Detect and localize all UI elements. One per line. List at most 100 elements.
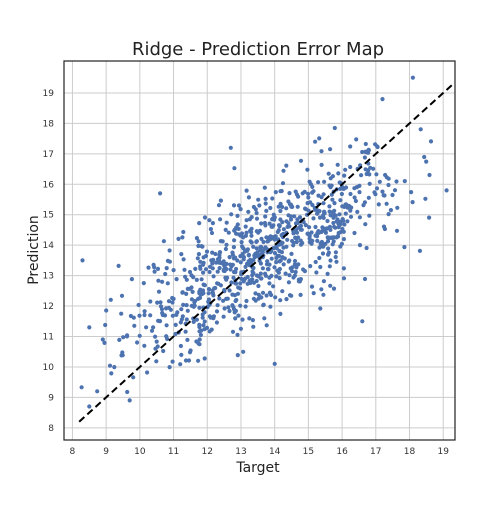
data-point (181, 314, 185, 318)
data-point (187, 358, 191, 362)
data-point (245, 262, 249, 266)
data-point (321, 251, 325, 255)
data-point (209, 227, 213, 231)
data-point (267, 281, 271, 285)
data-point (383, 173, 387, 177)
y-tick-label: 10 (43, 363, 55, 373)
data-point (161, 349, 165, 353)
data-point (259, 221, 263, 225)
data-point (382, 193, 386, 197)
data-point (158, 191, 162, 195)
data-point (198, 267, 202, 271)
data-point (290, 239, 294, 243)
data-point (272, 213, 276, 217)
data-point (305, 168, 309, 172)
data-point (102, 341, 106, 345)
data-point (276, 230, 280, 234)
data-point (368, 166, 372, 170)
y-tick-label: 12 (43, 302, 54, 312)
data-point (155, 301, 159, 305)
data-point (138, 334, 142, 338)
data-point (387, 177, 391, 181)
data-point (261, 240, 265, 244)
data-point (230, 251, 234, 255)
data-point (345, 219, 349, 223)
data-point (316, 180, 320, 184)
data-point (265, 259, 269, 263)
data-point (155, 340, 159, 344)
data-point (232, 245, 236, 249)
data-point (144, 325, 148, 329)
data-point (242, 255, 246, 259)
data-point (181, 303, 185, 307)
data-point (338, 244, 342, 248)
data-point (253, 291, 257, 295)
data-point (367, 196, 371, 200)
data-point (314, 260, 318, 264)
data-point (263, 245, 267, 249)
data-point (197, 252, 201, 256)
data-point (278, 209, 282, 213)
data-point (151, 325, 155, 329)
x-tick-label: 18 (404, 447, 416, 457)
data-point (308, 264, 312, 268)
data-point (340, 192, 344, 196)
data-point (189, 273, 193, 277)
data-point (246, 275, 250, 279)
data-point (179, 353, 183, 357)
data-point (257, 297, 261, 301)
data-point (310, 285, 314, 289)
data-point (308, 200, 312, 204)
data-point (311, 216, 315, 220)
data-point (342, 230, 346, 234)
data-point (218, 266, 222, 270)
data-point (236, 353, 240, 357)
data-point (423, 197, 427, 201)
data-point (193, 267, 197, 271)
x-tick-label: 19 (437, 447, 449, 457)
data-point (295, 240, 299, 244)
data-point (342, 266, 346, 270)
data-point (162, 239, 166, 243)
y-axis-label: Prediction (26, 215, 42, 285)
data-point (349, 205, 353, 209)
data-point (229, 146, 233, 150)
data-point (282, 227, 286, 231)
y-tick-label: 13 (43, 272, 54, 282)
data-point (380, 97, 384, 101)
data-point (331, 242, 335, 246)
x-tick-label: 14 (269, 447, 281, 457)
data-point (256, 231, 260, 235)
data-point (358, 215, 362, 219)
data-point (355, 210, 359, 214)
data-point (313, 140, 317, 144)
data-point (315, 239, 319, 243)
data-point (352, 231, 356, 235)
data-point (259, 261, 263, 265)
data-point (142, 281, 146, 285)
data-point (277, 249, 281, 253)
data-point (234, 309, 238, 313)
data-point (186, 309, 190, 313)
data-point (278, 267, 282, 271)
data-point (318, 265, 322, 269)
data-point (393, 188, 397, 192)
data-point (189, 348, 193, 352)
data-point (182, 268, 186, 272)
data-point (135, 340, 139, 344)
data-point (265, 323, 269, 327)
data-point (172, 268, 176, 272)
data-point (263, 272, 267, 276)
data-point (156, 344, 160, 348)
data-point (343, 203, 347, 207)
data-point (264, 209, 268, 213)
data-point (228, 263, 232, 267)
x-tick-label: 11 (168, 447, 179, 457)
data-point (353, 195, 357, 199)
data-point (117, 264, 121, 268)
data-point (148, 299, 152, 303)
data-point (143, 309, 147, 313)
data-point (287, 273, 291, 277)
data-point (367, 214, 371, 218)
data-point (199, 244, 203, 248)
